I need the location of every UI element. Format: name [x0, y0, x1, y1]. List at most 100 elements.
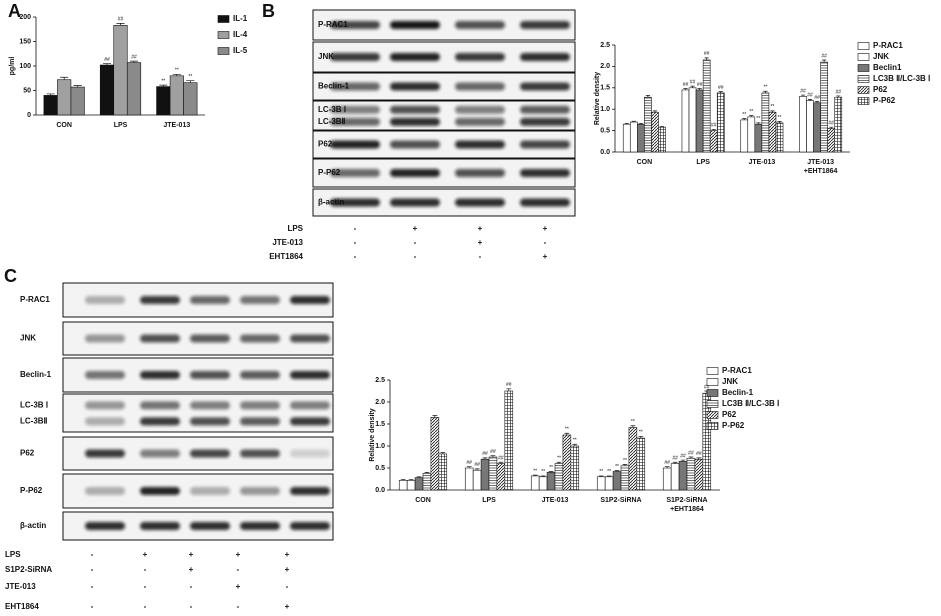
blot-row-label: Beclin-1	[20, 370, 52, 379]
treatment-sign: -	[190, 582, 193, 591]
bar	[628, 427, 638, 491]
treatment-sign: +	[236, 550, 241, 559]
bar	[799, 96, 807, 153]
bar	[546, 472, 556, 491]
blot-band	[520, 53, 570, 61]
blot-row-label: LC-3B Ⅰ	[20, 401, 48, 410]
y-tick-label: 2.5	[600, 42, 610, 49]
bar	[596, 476, 606, 491]
bar	[126, 62, 142, 116]
y-tick-label: 150	[19, 38, 31, 45]
blot-band	[390, 82, 440, 91]
bar	[702, 59, 711, 153]
y-tick-label: 1.5	[375, 421, 385, 428]
y-tick-label: 2.0	[600, 63, 610, 70]
treatment-sign: +	[189, 550, 194, 559]
blot-row-label: LC-3BⅡ	[20, 416, 48, 425]
significance-mark: ##	[466, 460, 472, 466]
treatment-sign: +	[285, 565, 290, 574]
blot-band	[240, 334, 280, 343]
significance-mark: **	[599, 469, 603, 475]
error-bar	[159, 84, 168, 87]
blot-band	[520, 105, 570, 114]
treatment-sign: +	[478, 224, 483, 233]
legend-label: LC3B Ⅱ/LC-3B Ⅰ	[873, 74, 930, 83]
x-tick-label: S1P2-SiRNA	[600, 497, 641, 504]
bar	[464, 467, 474, 491]
significance-mark: **	[631, 419, 635, 425]
blot-band	[520, 82, 570, 91]
bar	[604, 476, 614, 491]
bar	[827, 128, 836, 153]
blot-band	[190, 449, 230, 458]
significance-mark: ##	[704, 51, 710, 57]
panel-label: B	[262, 1, 275, 21]
significance-mark: **	[623, 458, 627, 464]
significance-mark: **	[533, 468, 537, 474]
blot-band	[330, 53, 380, 61]
error-bar	[564, 432, 570, 435]
blot-band	[330, 21, 380, 29]
blot-band	[85, 371, 125, 379]
error-bar	[60, 76, 69, 80]
legend-swatch	[857, 53, 870, 61]
error-bar	[186, 80, 195, 83]
error-bar	[683, 88, 688, 90]
bar	[834, 96, 843, 153]
blot-band	[240, 371, 280, 379]
error-bar	[614, 470, 620, 472]
blot-band	[240, 417, 280, 426]
bar	[678, 461, 688, 491]
treatment-sign: -	[144, 582, 147, 591]
treatment-sign: +	[478, 238, 483, 247]
blot-band	[240, 296, 280, 304]
error-bar	[490, 455, 496, 457]
blot-row-label: P62	[20, 449, 35, 458]
treatment-sign: -	[479, 252, 482, 261]
y-tick-label: 0	[27, 112, 31, 119]
blot-band	[290, 401, 330, 410]
y-tick-label: 100	[19, 63, 31, 70]
treatment-sign: -	[354, 252, 357, 261]
legend-swatch	[706, 411, 719, 419]
bar	[740, 119, 749, 153]
bar	[57, 79, 72, 116]
bar	[398, 480, 408, 491]
significance-mark: **	[161, 78, 165, 84]
error-bar	[718, 91, 723, 93]
x-tick-label: LPS	[482, 497, 496, 504]
treatment-sign: -	[91, 565, 94, 574]
x-tick-label: LPS	[696, 159, 710, 166]
y-tick-label: 2.0	[375, 399, 385, 406]
error-bar	[416, 476, 422, 478]
blot-band	[140, 401, 180, 410]
significance-mark: ##	[683, 82, 689, 88]
error-bar	[172, 73, 181, 76]
significance-mark: ##	[800, 88, 806, 94]
error-bar	[807, 99, 813, 101]
bar	[504, 390, 514, 491]
error-bar	[116, 23, 125, 26]
blot-band	[190, 487, 230, 495]
significance-mark: ##	[506, 382, 512, 388]
treatment-label: EHT1864	[269, 252, 303, 261]
legend-label: JNK	[722, 377, 738, 386]
legend-swatch	[857, 42, 870, 50]
treatment-label: LPS	[287, 224, 303, 233]
bar	[688, 87, 697, 153]
y-tick-label: 1.0	[375, 443, 385, 450]
bar	[629, 121, 638, 153]
legend-label: JNK	[873, 52, 889, 61]
bar	[670, 463, 680, 491]
bar	[183, 82, 198, 116]
bar	[43, 95, 58, 116]
error-bar	[690, 85, 695, 88]
error-bar	[532, 474, 538, 476]
legend-label: IL-4	[233, 30, 248, 39]
significance-mark: ##	[664, 460, 670, 466]
blot-row-label: LC-3BⅡ	[318, 117, 346, 126]
legend-label: P62	[722, 410, 737, 419]
blot-band	[190, 417, 230, 426]
legend-label: LC3B Ⅱ/LC-3B Ⅰ	[722, 399, 779, 408]
y-tick-label: 1.5	[600, 85, 610, 92]
